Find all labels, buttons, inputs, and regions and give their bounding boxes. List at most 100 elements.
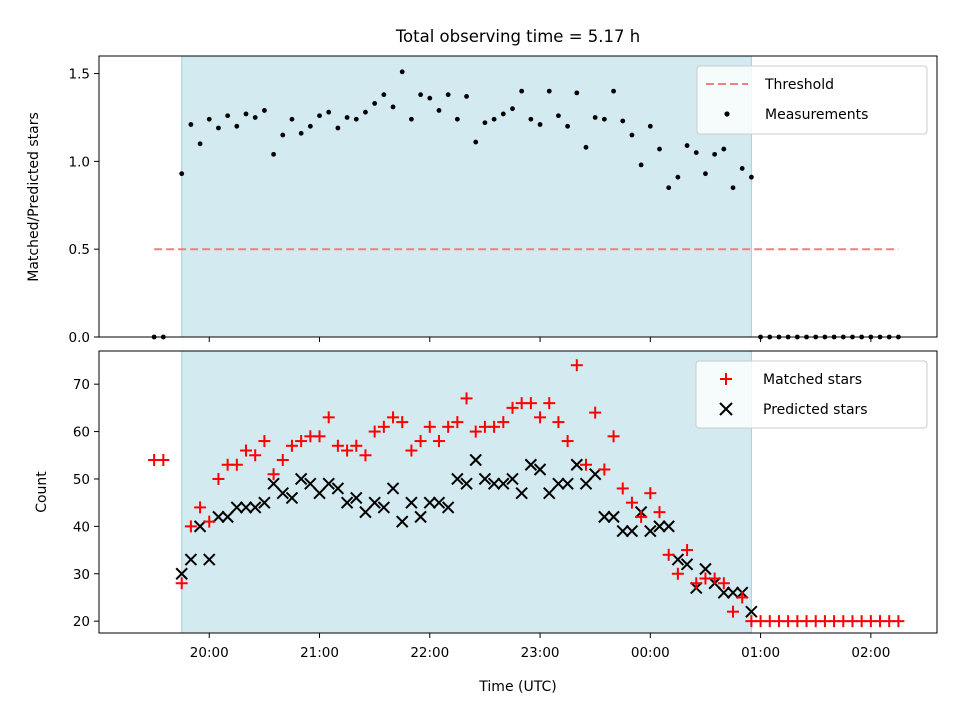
predicted-star-marker: [469, 453, 482, 467]
measurement-point: [179, 171, 185, 177]
x-tick-label: 00:00: [631, 645, 670, 661]
measurement-point: [243, 111, 249, 117]
bottom-observing-window: [181, 350, 752, 634]
top-panel-frame: [98, 55, 938, 338]
measurement-point: [748, 174, 754, 180]
measurement-point: [409, 116, 414, 122]
predicted-star-marker: [552, 477, 565, 490]
top-y-tick-label: 1.0: [69, 154, 90, 170]
measurement-point: [372, 101, 378, 106]
predicted-star-marker: [414, 510, 427, 524]
matched-star-marker: [285, 439, 298, 452]
matched-star-marker: [488, 420, 501, 433]
matched-star-marker: [258, 435, 271, 448]
matched-star-marker: [690, 577, 703, 590]
measurement-point: [234, 123, 240, 129]
matched-star-marker: [607, 430, 620, 443]
measurement-point: [500, 111, 506, 117]
measurement-point: [519, 88, 525, 94]
measurement-point: [684, 143, 690, 148]
predicted-star-marker: [405, 496, 418, 509]
predicted-star-marker: [671, 553, 685, 566]
x-axis-label: Time (UTC): [478, 679, 556, 695]
predicted-star-marker: [726, 586, 740, 599]
matched-star-marker: [157, 454, 170, 467]
matched-star-marker: [625, 496, 638, 509]
predicted-star-marker: [294, 472, 308, 486]
measurement-point: [344, 115, 350, 120]
measurement-point: [225, 113, 231, 119]
predicted-star-marker: [588, 468, 602, 481]
predicted-star-marker: [248, 501, 262, 514]
matched-star-marker: [681, 544, 694, 557]
matched-star-marker: [203, 515, 216, 528]
bottom-y-axis-label: Count: [34, 471, 50, 513]
predicted-star-marker: [745, 605, 758, 618]
matched-star-marker: [506, 401, 519, 414]
measurement-point: [730, 185, 736, 191]
matched-star-marker: [405, 444, 418, 457]
matched-star-marker: [469, 425, 482, 438]
threshold-legend-label: Threshold: [764, 77, 834, 93]
measurement-point: [528, 116, 534, 122]
matched-star-marker: [543, 397, 556, 410]
matched-star-marker: [249, 449, 262, 462]
matched-star-marker: [589, 406, 602, 419]
bottom-legend-box: [695, 360, 928, 429]
measurement-point: [399, 69, 405, 75]
matched-star-marker: [331, 439, 344, 452]
matched-star-marker: [396, 416, 409, 429]
measurement-point: [583, 144, 589, 150]
predicted-star-marker: [478, 472, 492, 486]
predicted-star-marker: [625, 524, 639, 538]
bottom-legend: Matched stars Predicted stars: [695, 360, 928, 429]
matched-star-marker: [460, 392, 473, 405]
predicted-legend-marker: [719, 402, 733, 416]
predicted-star-marker: [699, 562, 712, 576]
measurement-point: [271, 151, 276, 157]
predicted-legend-label: Predicted stars: [763, 402, 868, 418]
matched-star-marker: [570, 359, 583, 372]
predicted-star-marker: [239, 501, 253, 514]
predicted-star-marker: [304, 477, 317, 490]
predicted-star-marker: [175, 567, 188, 580]
predicted-star-marker: [331, 482, 345, 495]
measurement-point: [298, 130, 304, 136]
matched-star-marker: [671, 567, 684, 580]
matched-star-marker: [184, 520, 197, 533]
matched-legend-marker: [720, 373, 732, 385]
predicted-star-marker: [221, 510, 234, 524]
predicted-star-marker: [680, 558, 694, 571]
matched-legend-label: Matched stars: [763, 372, 862, 388]
measurement-point: [510, 106, 515, 112]
predicted-star-marker: [267, 477, 280, 490]
predicted-star-marker: [276, 486, 289, 500]
predicted-star-marker: [543, 486, 556, 500]
predicted-star-marker: [396, 515, 409, 528]
matched-star-marker: [442, 420, 455, 433]
predicted-star-marker: [350, 491, 363, 505]
matched-star-marker: [644, 487, 657, 500]
measurement-point: [216, 125, 221, 131]
measurement-point: [574, 90, 580, 96]
measurement-point: [721, 146, 727, 152]
measurements-legend-marker: [724, 111, 730, 117]
matched-star-marker: [534, 411, 547, 424]
top-y-tick-label: 1.5: [69, 67, 90, 83]
matched-star-marker: [359, 449, 372, 462]
measurement-point: [335, 125, 341, 131]
top-y-axis-label: Matched/Predicted stars: [26, 112, 42, 282]
predicted-star-marker: [386, 482, 400, 495]
measurement-point: [693, 150, 699, 155]
measurement-point: [666, 185, 672, 191]
measurement-point: [427, 95, 433, 101]
predicted-star-marker: [368, 496, 381, 509]
measurement-point: [307, 123, 313, 129]
predicted-star-marker: [340, 496, 354, 509]
bottom-y-tick-label: 70: [73, 377, 90, 393]
measurement-point: [252, 115, 258, 120]
predicted-star-marker: [570, 458, 584, 471]
bottom-panel: 20 30 40 50 60 70 20:00 21:00 22:00 23:00 00:00 01…: [34, 350, 938, 695]
matched-star-marker: [350, 439, 363, 452]
predicted-star-marker: [616, 524, 629, 538]
